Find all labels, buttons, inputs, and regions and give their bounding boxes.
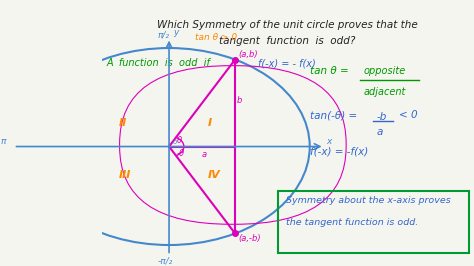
Text: tan θ > 0: tan θ > 0 <box>195 33 237 42</box>
Text: Symmetry about the x-axis proves: Symmetry about the x-axis proves <box>286 196 450 205</box>
Text: II: II <box>119 118 128 128</box>
Text: o: o <box>173 139 177 145</box>
Text: π/₂: π/₂ <box>158 31 170 40</box>
Text: III: III <box>119 170 131 180</box>
Text: tangent  function  is  odd?: tangent function is odd? <box>219 36 356 46</box>
Text: A  function  is  odd  if: A function is odd if <box>106 59 210 68</box>
Text: IV: IV <box>208 170 221 180</box>
Text: a: a <box>376 127 383 137</box>
Text: (a,-b): (a,-b) <box>239 234 262 243</box>
Text: tan θ =: tan θ = <box>310 66 352 76</box>
Text: b: b <box>237 96 242 105</box>
Text: -b: -b <box>376 111 387 122</box>
Text: f(-x) = -f(x): f(-x) = -f(x) <box>310 147 368 156</box>
Text: I: I <box>208 118 212 128</box>
Text: opposite: opposite <box>364 66 406 76</box>
Text: y: y <box>173 28 178 37</box>
Text: -θ: -θ <box>176 149 184 157</box>
Text: (a,b): (a,b) <box>239 50 258 59</box>
Text: θ: θ <box>176 136 182 145</box>
Text: -π/₂: -π/₂ <box>158 256 173 265</box>
Text: tan(-θ) =: tan(-θ) = <box>310 110 360 120</box>
Text: f(-x) = - f(x): f(-x) = - f(x) <box>258 59 316 68</box>
Text: < 0: < 0 <box>399 110 417 120</box>
Text: π: π <box>0 137 6 146</box>
Text: x: x <box>327 137 332 146</box>
Text: the tangent function is odd.: the tangent function is odd. <box>286 218 418 227</box>
Text: Which Symmetry of the unit circle proves that the: Which Symmetry of the unit circle proves… <box>157 19 418 30</box>
Text: a: a <box>202 150 207 159</box>
Text: adjacent: adjacent <box>364 87 406 97</box>
